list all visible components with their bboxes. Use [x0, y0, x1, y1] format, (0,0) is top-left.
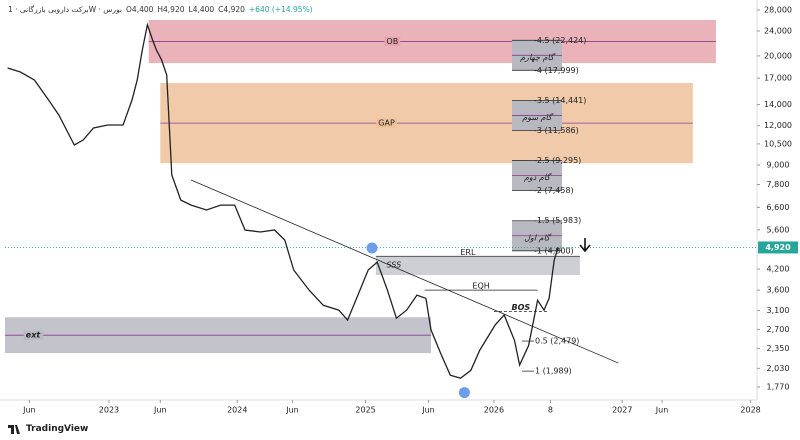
y-tick-label: 14,000: [764, 100, 792, 109]
y-tick-label: 20,000: [764, 51, 792, 60]
y-tick-label: 9,000: [767, 160, 790, 169]
marker: [366, 242, 378, 254]
fib-step-label: گام دوم: [524, 172, 552, 182]
y-tick-label: 28,000: [764, 5, 792, 14]
price-line: [7, 22, 559, 379]
label-bg: [376, 118, 397, 128]
ohlc-high: H4,920: [157, 5, 185, 14]
x-tick-label: 2023: [99, 406, 119, 415]
fib-level-label: -3.5 (14,441): [534, 96, 586, 105]
y-tick-label: 12,000: [764, 121, 792, 130]
marker: [458, 387, 470, 399]
zone-label: ext: [26, 331, 42, 340]
x-tick-label: Jun: [655, 406, 669, 415]
fib-level-label: 1 (1,989): [535, 367, 572, 376]
zone-label: GAP: [378, 119, 395, 128]
fib-step-label: گام سوم: [522, 112, 554, 122]
footer: TradingView: [8, 424, 88, 434]
x-tick-label: Jun: [285, 406, 299, 415]
ohlc-close: C4,920: [218, 5, 245, 14]
fib-level-label: -2.5 (9,295): [534, 156, 581, 165]
ohlc-open: O4,400: [126, 5, 154, 14]
fib-level-label: -2 (7,458): [534, 186, 574, 195]
x-tick-label: 2028: [740, 406, 760, 415]
zone-label: OB: [386, 37, 398, 46]
y-tick-label: 3,600: [767, 286, 790, 295]
level-label: BOS: [512, 303, 531, 312]
fib-level-label: 0.5 (2,479): [535, 337, 579, 346]
annotation: SSS: [386, 260, 401, 269]
down-arrow: [579, 238, 591, 253]
x-tick-label: Jun: [22, 406, 36, 415]
zone-label: ERL: [460, 248, 476, 257]
x-tick-label: Jun: [153, 406, 167, 415]
x-tick-label: Jun: [421, 406, 435, 415]
header: برکت دارویی بازرگانی · 1W · بورس O4,400 …: [8, 5, 313, 14]
y-tick-label: 7,800: [767, 180, 790, 189]
x-tick-label: 8: [548, 406, 553, 415]
brand: TradingView: [26, 424, 89, 434]
ohlc-change: +640 (+14.95%): [248, 5, 313, 14]
x-tick-label: 2026: [484, 406, 504, 415]
label-bg: [23, 330, 44, 340]
ohlc-low: L4,400: [188, 5, 215, 14]
fib-level-label: -1.5 (5,983): [534, 216, 581, 225]
y-tick-label: 2,350: [767, 344, 790, 353]
level-label: EQH: [472, 282, 489, 291]
fib-step-label: گام چهارم: [520, 52, 556, 62]
y-tick-label: 1,770: [767, 383, 790, 392]
fib-level-label: -4.5 (22,424): [534, 36, 586, 45]
y-tick-label: 5,600: [767, 225, 790, 234]
last-price-label: 4,920: [765, 243, 791, 252]
y-tick-label: 17,000: [764, 74, 792, 83]
layers: OB GAP ext ERL SSS گام چهارم گام سوم گام دوم گام…: [5, 20, 757, 399]
y-tick-label: 4,200: [767, 265, 790, 274]
fib-level-label: -1 (4,800): [534, 246, 574, 255]
y-tick-label: 2,700: [767, 325, 790, 334]
x-tick-label: 2027: [612, 406, 632, 415]
y-tick-label: 2,030: [767, 364, 790, 373]
label-bg: [384, 37, 401, 47]
y-tick-label: 6,600: [767, 203, 790, 212]
zone: [375, 256, 580, 276]
symbol: برکت دارویی بازرگانی · 1W · بورس: [8, 5, 123, 14]
trendline: [190, 179, 619, 364]
fib-level-label: -3 (11,586): [534, 126, 579, 135]
fib-level-label: -4 (17,999): [534, 66, 579, 75]
brand-logo: [8, 424, 20, 434]
last-price-badge: [758, 241, 798, 254]
x-tick-label: 2025: [355, 406, 375, 415]
y-tick-label: 24,000: [764, 27, 792, 36]
y-tick-label: 3,100: [767, 306, 790, 315]
y-tick-label: 10,500: [764, 139, 792, 148]
fib-step-label: گام اول: [524, 232, 552, 242]
x-tick-label: 2024: [227, 406, 247, 415]
